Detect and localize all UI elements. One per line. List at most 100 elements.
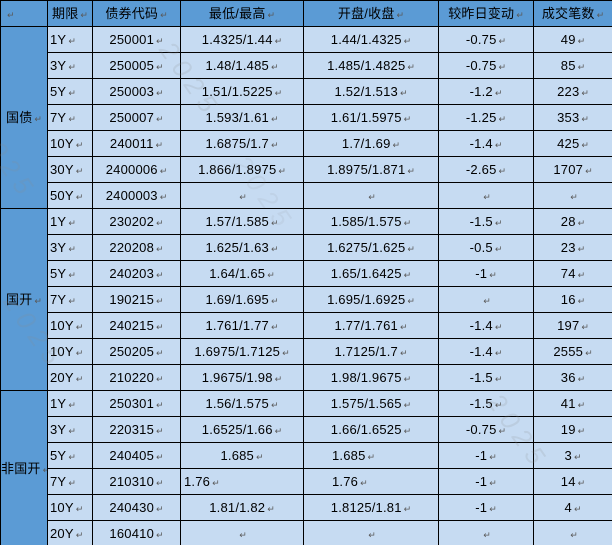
- cell-low-high[interactable]: 1.48/1.485 ↵: [180, 52, 304, 79]
- cell-open-close[interactable]: 1.66/1.6525 ↵: [303, 416, 439, 443]
- cell-change[interactable]: -1.2 ↵: [438, 78, 534, 105]
- cell-trade-count[interactable]: 16 ↵: [533, 286, 612, 313]
- cell-term[interactable]: 10Y ↵: [47, 494, 93, 521]
- cell-change[interactable]: -1 ↵: [438, 494, 534, 521]
- cell-bond-code[interactable]: 160410 ↵: [92, 520, 181, 545]
- cell-trade-count[interactable]: 85 ↵: [533, 52, 612, 79]
- cell-bond-code[interactable]: 210220 ↵: [92, 364, 181, 391]
- cell-term[interactable]: 3Y ↵: [47, 234, 93, 261]
- cell-low-high[interactable]: 1.4325/1.44 ↵: [180, 26, 304, 53]
- cell-trade-count[interactable]: 353 ↵: [533, 104, 612, 131]
- cell-term[interactable]: 5Y ↵: [47, 442, 93, 469]
- cell-low-high[interactable]: 1.81/1.82 ↵: [180, 494, 304, 521]
- cell-open-close[interactable]: 1.585/1.575 ↵: [303, 208, 439, 235]
- cell-bond-code[interactable]: 240430 ↵: [92, 494, 181, 521]
- cell-term[interactable]: 1Y ↵: [47, 208, 93, 235]
- cell-bond-code[interactable]: 240011 ↵: [92, 130, 181, 157]
- cell-trade-count[interactable]: 74 ↵: [533, 260, 612, 287]
- cell-term[interactable]: 7Y ↵: [47, 104, 93, 131]
- cell-open-close[interactable]: 1.61/1.5975 ↵: [303, 104, 439, 131]
- cell-open-close[interactable]: 1.76 ↵: [303, 468, 439, 495]
- cell-trade-count[interactable]: ↵: [533, 520, 612, 545]
- cell-term[interactable]: 3Y ↵: [47, 416, 93, 443]
- cell-open-close[interactable]: 1.485/1.4825 ↵: [303, 52, 439, 79]
- cell-open-close[interactable]: 1.6275/1.625 ↵: [303, 234, 439, 261]
- cell-low-high[interactable]: 1.69/1.695 ↵: [180, 286, 304, 313]
- cell-trade-count[interactable]: 223 ↵: [533, 78, 612, 105]
- cell-change[interactable]: -0.75 ↵: [438, 416, 534, 443]
- cell-low-high[interactable]: 1.6975/1.7125 ↵: [180, 338, 304, 365]
- cell-bond-code[interactable]: 220315 ↵: [92, 416, 181, 443]
- col-header-term[interactable]: 期限 ↵: [47, 0, 93, 27]
- cell-term[interactable]: 7Y ↵: [47, 286, 93, 313]
- cell-open-close[interactable]: 1.52/1.513 ↵: [303, 78, 439, 105]
- group-cell[interactable]: 国开 ↵: [0, 208, 48, 391]
- col-header-trade-count[interactable]: 成交笔数 ↵: [533, 0, 612, 27]
- cell-trade-count[interactable]: 4 ↵: [533, 494, 612, 521]
- cell-term[interactable]: 30Y ↵: [47, 156, 93, 183]
- cell-trade-count[interactable]: 36 ↵: [533, 364, 612, 391]
- cell-trade-count[interactable]: 197 ↵: [533, 312, 612, 339]
- cell-bond-code[interactable]: 220208 ↵: [92, 234, 181, 261]
- cell-trade-count[interactable]: 23 ↵: [533, 234, 612, 261]
- cell-term[interactable]: 10Y ↵: [47, 338, 93, 365]
- cell-low-high[interactable]: 1.6525/1.66 ↵: [180, 416, 304, 443]
- cell-change[interactable]: -0.75 ↵: [438, 26, 534, 53]
- cell-open-close[interactable]: 1.695/1.6925 ↵: [303, 286, 439, 313]
- cell-trade-count[interactable]: ↵: [533, 182, 612, 209]
- cell-low-high[interactable]: 1.625/1.63 ↵: [180, 234, 304, 261]
- corner-cell[interactable]: ↵: [0, 0, 48, 27]
- cell-bond-code[interactable]: 2400006 ↵: [92, 156, 181, 183]
- cell-term[interactable]: 50Y ↵: [47, 182, 93, 209]
- cell-bond-code[interactable]: 250301 ↵: [92, 390, 181, 417]
- col-header-low-high[interactable]: 最低/最高 ↵: [180, 0, 304, 27]
- group-cell[interactable]: 国债 ↵: [0, 26, 48, 209]
- cell-bond-code[interactable]: 250205 ↵: [92, 338, 181, 365]
- cell-term[interactable]: 1Y ↵: [47, 26, 93, 53]
- cell-change[interactable]: -1.5 ↵: [438, 364, 534, 391]
- cell-low-high[interactable]: 1.9675/1.98 ↵: [180, 364, 304, 391]
- cell-change[interactable]: -1 ↵: [438, 260, 534, 287]
- cell-bond-code[interactable]: 250005 ↵: [92, 52, 181, 79]
- cell-open-close[interactable]: 1.7125/1.7 ↵: [303, 338, 439, 365]
- cell-trade-count[interactable]: 41 ↵: [533, 390, 612, 417]
- cell-bond-code[interactable]: 250003 ↵: [92, 78, 181, 105]
- cell-low-high[interactable]: 1.593/1.61 ↵: [180, 104, 304, 131]
- cell-change[interactable]: -1.4 ↵: [438, 338, 534, 365]
- cell-term[interactable]: 7Y ↵: [47, 468, 93, 495]
- cell-bond-code[interactable]: 240215 ↵: [92, 312, 181, 339]
- cell-term[interactable]: 1Y ↵: [47, 390, 93, 417]
- cell-low-high[interactable]: ↵: [180, 520, 304, 545]
- cell-trade-count[interactable]: 49 ↵: [533, 26, 612, 53]
- cell-change[interactable]: -1.25 ↵: [438, 104, 534, 131]
- cell-low-high[interactable]: 1.56/1.575 ↵: [180, 390, 304, 417]
- cell-change[interactable]: -0.5 ↵: [438, 234, 534, 261]
- cell-bond-code[interactable]: 240203 ↵: [92, 260, 181, 287]
- cell-open-close[interactable]: 1.8125/1.81 ↵: [303, 494, 439, 521]
- cell-low-high[interactable]: 1.6875/1.7 ↵: [180, 130, 304, 157]
- cell-open-close[interactable]: 1.7/1.69 ↵: [303, 130, 439, 157]
- cell-bond-code[interactable]: 210310 ↵: [92, 468, 181, 495]
- col-header-bond-code[interactable]: 债券代码 ↵: [92, 0, 181, 27]
- col-header-change-vs-yesterday[interactable]: 较昨日变动 ↵: [438, 0, 534, 27]
- cell-trade-count[interactable]: 1707 ↵: [533, 156, 612, 183]
- cell-term[interactable]: 10Y ↵: [47, 130, 93, 157]
- cell-change[interactable]: -1 ↵: [438, 468, 534, 495]
- group-cell[interactable]: 非国开↵: [0, 390, 48, 545]
- cell-bond-code[interactable]: 250007 ↵: [92, 104, 181, 131]
- cell-change[interactable]: -0.75 ↵: [438, 52, 534, 79]
- cell-trade-count[interactable]: 28 ↵: [533, 208, 612, 235]
- cell-term[interactable]: 3Y ↵: [47, 52, 93, 79]
- cell-change[interactable]: -1.4 ↵: [438, 130, 534, 157]
- cell-open-close[interactable]: 1.77/1.761 ↵: [303, 312, 439, 339]
- cell-open-close[interactable]: 1.685 ↵: [303, 442, 439, 469]
- cell-trade-count[interactable]: 19 ↵: [533, 416, 612, 443]
- cell-bond-code[interactable]: 2400003 ↵: [92, 182, 181, 209]
- cell-term[interactable]: 5Y ↵: [47, 78, 93, 105]
- cell-low-high[interactable]: 1.57/1.585 ↵: [180, 208, 304, 235]
- cell-change[interactable]: -1 ↵: [438, 442, 534, 469]
- cell-term[interactable]: 20Y ↵: [47, 520, 93, 545]
- cell-low-high[interactable]: ↵: [180, 182, 304, 209]
- cell-bond-code[interactable]: 190215 ↵: [92, 286, 181, 313]
- cell-open-close[interactable]: 1.65/1.6425 ↵: [303, 260, 439, 287]
